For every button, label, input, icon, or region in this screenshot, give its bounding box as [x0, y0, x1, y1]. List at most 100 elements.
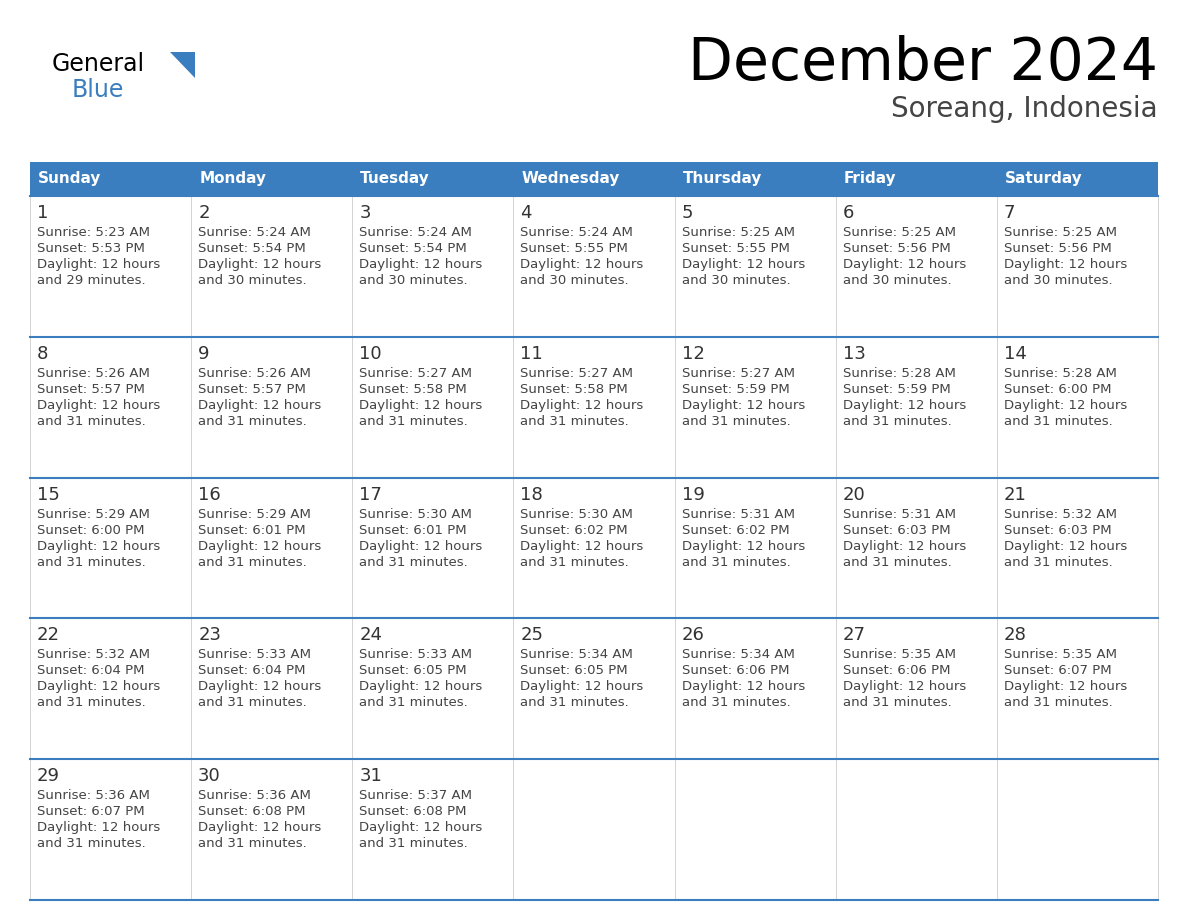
Bar: [30, 477, 1158, 619]
Text: and 31 minutes.: and 31 minutes.: [359, 837, 468, 850]
Text: Sunrise: 5:32 AM: Sunrise: 5:32 AM: [1004, 508, 1117, 521]
Text: 22: 22: [37, 626, 61, 644]
Text: 12: 12: [682, 345, 704, 363]
Text: 8: 8: [37, 345, 49, 363]
Text: 4: 4: [520, 204, 532, 222]
Text: Sunset: 5:56 PM: Sunset: 5:56 PM: [1004, 242, 1112, 255]
Text: 7: 7: [1004, 204, 1016, 222]
Text: Daylight: 12 hours: Daylight: 12 hours: [1004, 680, 1127, 693]
Text: and 31 minutes.: and 31 minutes.: [359, 415, 468, 428]
Text: Sunset: 5:57 PM: Sunset: 5:57 PM: [37, 383, 145, 396]
Text: and 31 minutes.: and 31 minutes.: [198, 415, 307, 428]
Text: and 31 minutes.: and 31 minutes.: [359, 555, 468, 568]
Text: Sunset: 5:59 PM: Sunset: 5:59 PM: [842, 383, 950, 396]
Text: and 30 minutes.: and 30 minutes.: [682, 274, 790, 287]
Text: Sunset: 6:00 PM: Sunset: 6:00 PM: [37, 523, 145, 537]
Bar: [30, 162, 191, 196]
Text: and 31 minutes.: and 31 minutes.: [842, 555, 952, 568]
Text: Sunrise: 5:27 AM: Sunrise: 5:27 AM: [682, 367, 795, 380]
Text: Daylight: 12 hours: Daylight: 12 hours: [37, 680, 160, 693]
Text: Blue: Blue: [72, 78, 125, 102]
Text: and 30 minutes.: and 30 minutes.: [1004, 274, 1112, 287]
Text: 25: 25: [520, 626, 543, 644]
Text: 15: 15: [37, 486, 59, 504]
Text: Sunrise: 5:34 AM: Sunrise: 5:34 AM: [520, 648, 633, 661]
Text: 14: 14: [1004, 345, 1026, 363]
Text: 26: 26: [682, 626, 704, 644]
Text: and 30 minutes.: and 30 minutes.: [520, 274, 630, 287]
Text: 21: 21: [1004, 486, 1026, 504]
Text: Sunset: 6:03 PM: Sunset: 6:03 PM: [842, 523, 950, 537]
Text: December 2024: December 2024: [688, 35, 1158, 92]
Text: and 31 minutes.: and 31 minutes.: [198, 697, 307, 710]
Text: Sunset: 6:08 PM: Sunset: 6:08 PM: [359, 805, 467, 818]
Text: Sunrise: 5:36 AM: Sunrise: 5:36 AM: [198, 789, 311, 802]
Bar: [191, 162, 353, 196]
Text: Sunset: 5:54 PM: Sunset: 5:54 PM: [198, 242, 305, 255]
Text: Monday: Monday: [200, 172, 266, 186]
Text: Sunrise: 5:29 AM: Sunrise: 5:29 AM: [198, 508, 311, 521]
Text: Sunset: 5:55 PM: Sunset: 5:55 PM: [682, 242, 790, 255]
Text: Sunset: 6:04 PM: Sunset: 6:04 PM: [37, 665, 145, 677]
Text: Sunset: 6:07 PM: Sunset: 6:07 PM: [37, 805, 145, 818]
Text: Sunrise: 5:37 AM: Sunrise: 5:37 AM: [359, 789, 473, 802]
Text: and 31 minutes.: and 31 minutes.: [198, 555, 307, 568]
Text: Daylight: 12 hours: Daylight: 12 hours: [842, 258, 966, 271]
Bar: [30, 196, 1158, 337]
Text: Sunset: 6:04 PM: Sunset: 6:04 PM: [198, 665, 305, 677]
Text: 19: 19: [682, 486, 704, 504]
Text: 23: 23: [198, 626, 221, 644]
Text: Sunset: 5:53 PM: Sunset: 5:53 PM: [37, 242, 145, 255]
Text: and 31 minutes.: and 31 minutes.: [520, 555, 630, 568]
Text: Sunset: 5:57 PM: Sunset: 5:57 PM: [198, 383, 307, 396]
Text: Saturday: Saturday: [1005, 172, 1082, 186]
Text: Sunset: 5:56 PM: Sunset: 5:56 PM: [842, 242, 950, 255]
Text: Sunset: 6:08 PM: Sunset: 6:08 PM: [198, 805, 305, 818]
Text: 16: 16: [198, 486, 221, 504]
Text: Sunrise: 5:27 AM: Sunrise: 5:27 AM: [520, 367, 633, 380]
Text: and 31 minutes.: and 31 minutes.: [682, 415, 790, 428]
Text: 30: 30: [198, 767, 221, 785]
Text: Sunrise: 5:28 AM: Sunrise: 5:28 AM: [842, 367, 955, 380]
Text: 17: 17: [359, 486, 383, 504]
Text: Daylight: 12 hours: Daylight: 12 hours: [842, 540, 966, 553]
Text: Sunrise: 5:32 AM: Sunrise: 5:32 AM: [37, 648, 150, 661]
Text: Sunrise: 5:34 AM: Sunrise: 5:34 AM: [682, 648, 795, 661]
Text: Sunrise: 5:28 AM: Sunrise: 5:28 AM: [1004, 367, 1117, 380]
Text: and 31 minutes.: and 31 minutes.: [37, 697, 146, 710]
Text: Daylight: 12 hours: Daylight: 12 hours: [359, 822, 482, 834]
Text: Daylight: 12 hours: Daylight: 12 hours: [682, 398, 804, 412]
Text: Daylight: 12 hours: Daylight: 12 hours: [198, 822, 322, 834]
Text: Sunset: 5:58 PM: Sunset: 5:58 PM: [520, 383, 628, 396]
Text: Sunset: 6:05 PM: Sunset: 6:05 PM: [520, 665, 628, 677]
Text: Wednesday: Wednesday: [522, 172, 620, 186]
Bar: [997, 162, 1158, 196]
Text: 31: 31: [359, 767, 383, 785]
Text: Sunrise: 5:25 AM: Sunrise: 5:25 AM: [682, 226, 795, 239]
Text: Sunset: 6:07 PM: Sunset: 6:07 PM: [1004, 665, 1112, 677]
Text: Sunrise: 5:23 AM: Sunrise: 5:23 AM: [37, 226, 150, 239]
Bar: [353, 162, 513, 196]
Text: Daylight: 12 hours: Daylight: 12 hours: [520, 540, 644, 553]
Text: Tuesday: Tuesday: [360, 172, 430, 186]
Text: Sunrise: 5:33 AM: Sunrise: 5:33 AM: [198, 648, 311, 661]
Text: Sunset: 6:01 PM: Sunset: 6:01 PM: [359, 523, 467, 537]
Text: Daylight: 12 hours: Daylight: 12 hours: [359, 398, 482, 412]
Text: 28: 28: [1004, 626, 1026, 644]
Text: 3: 3: [359, 204, 371, 222]
Text: 1: 1: [37, 204, 49, 222]
Text: Daylight: 12 hours: Daylight: 12 hours: [37, 822, 160, 834]
Text: and 31 minutes.: and 31 minutes.: [1004, 697, 1113, 710]
Text: and 31 minutes.: and 31 minutes.: [682, 697, 790, 710]
Text: Daylight: 12 hours: Daylight: 12 hours: [359, 540, 482, 553]
Text: Sunrise: 5:26 AM: Sunrise: 5:26 AM: [198, 367, 311, 380]
Text: Daylight: 12 hours: Daylight: 12 hours: [1004, 540, 1127, 553]
Text: and 31 minutes.: and 31 minutes.: [37, 837, 146, 850]
Text: Daylight: 12 hours: Daylight: 12 hours: [520, 398, 644, 412]
Text: Sunset: 5:59 PM: Sunset: 5:59 PM: [682, 383, 789, 396]
Bar: [675, 162, 835, 196]
Text: Daylight: 12 hours: Daylight: 12 hours: [520, 258, 644, 271]
Text: and 31 minutes.: and 31 minutes.: [842, 415, 952, 428]
Text: 10: 10: [359, 345, 381, 363]
Text: Sunrise: 5:35 AM: Sunrise: 5:35 AM: [842, 648, 955, 661]
